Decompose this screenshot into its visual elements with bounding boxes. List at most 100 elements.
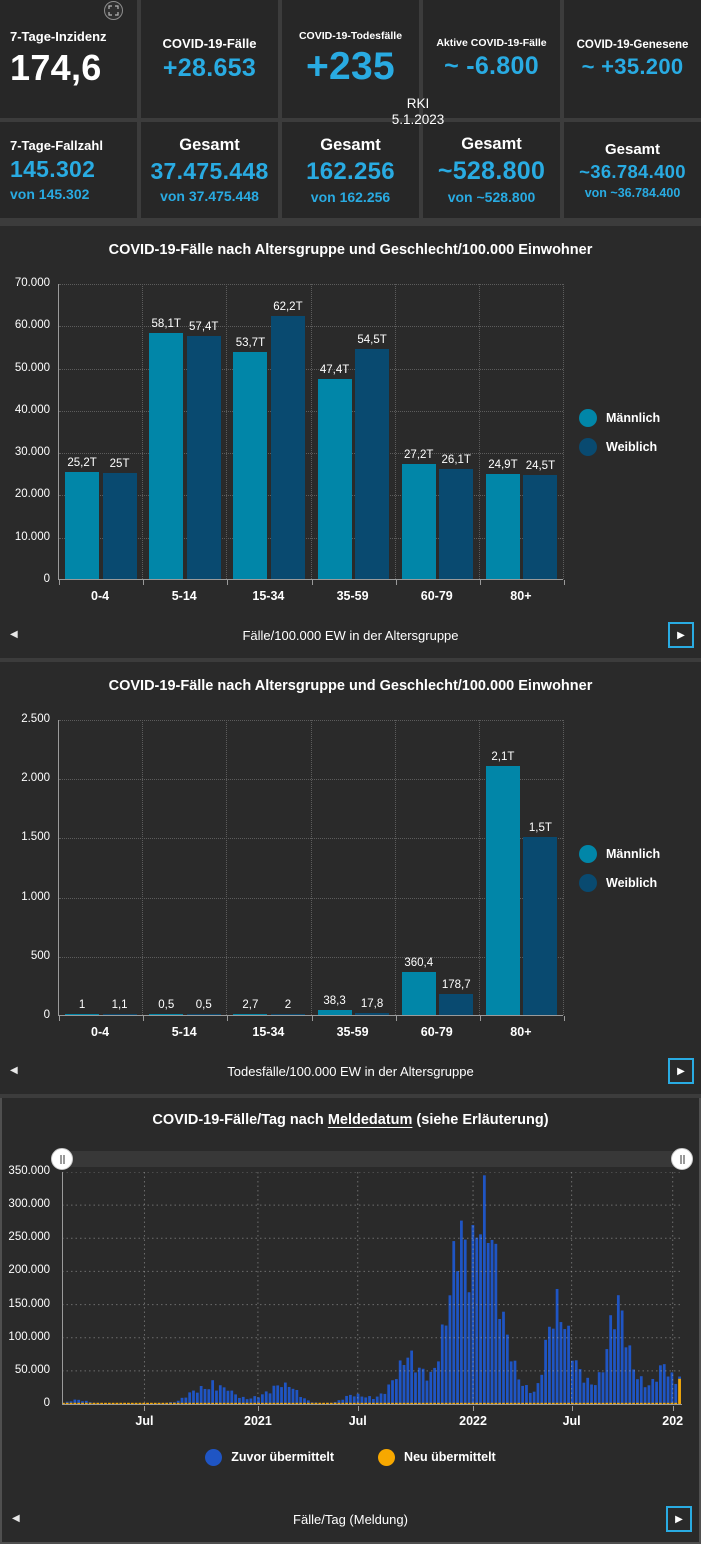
chart-area: 2.500 2.000 1.500 1.000 500 0 1 1,1 0,5 0,5 2,7 2 3… — [0, 713, 701, 1021]
new-cases-bar — [597, 1402, 601, 1404]
y-tick-label: 0 — [43, 1397, 50, 1409]
daily-cases-bar — [486, 1242, 490, 1404]
x-tick-label: 35-59 — [336, 1025, 369, 1039]
next-arrow-button[interactable]: ▶ — [666, 1506, 692, 1532]
new-cases-bar — [280, 1402, 283, 1404]
card-value: 37.475.448 — [150, 158, 269, 184]
bar-weiblich — [270, 1014, 305, 1015]
new-cases-bar — [513, 1402, 517, 1404]
legend-item: Männlich — [579, 844, 701, 863]
y-tick-label: 250.000 — [8, 1231, 50, 1244]
new-cases-bar — [119, 1402, 123, 1404]
new-cases-bar — [104, 1402, 107, 1404]
y-tick-label: 300.000 — [8, 1198, 50, 1211]
daily-cases-bar — [303, 1398, 306, 1404]
card-label: COVID-19-Todesfälle — [298, 29, 403, 42]
next-arrow-button[interactable]: ▶ — [668, 622, 694, 648]
bar-maennlich — [65, 1014, 100, 1015]
new-cases-bar — [364, 1402, 368, 1404]
rki-watermark: RKI 5.1.2023 — [383, 96, 453, 128]
x-tick-mark — [311, 580, 313, 585]
card-value: ~ +35.200 — [581, 53, 684, 79]
v-gridline — [478, 284, 480, 579]
new-cases-bar — [257, 1402, 260, 1404]
new-cases-bar — [567, 1402, 570, 1404]
new-cases-bar — [207, 1402, 211, 1404]
y-tick-label: 20.000 — [14, 488, 50, 501]
time-series-legend: Zuvor übermittelt Neu übermittelt — [2, 1446, 699, 1468]
grip-icon — [59, 1154, 65, 1164]
daily-cases-bar — [620, 1310, 624, 1404]
daily-cases-bar — [379, 1393, 383, 1404]
bar-value-label: 62,2T — [273, 300, 303, 313]
card-subvalue: von ~528.800 — [447, 189, 536, 205]
v-gridline — [142, 284, 144, 579]
x-tick-label: 35-59 — [336, 589, 369, 603]
new-cases-bar — [383, 1402, 387, 1404]
chart-caption: Todesfälle/100.000 EW in der Altersgrupp… — [227, 1064, 474, 1079]
new-cases-bar — [165, 1402, 169, 1404]
new-cases-bar — [352, 1402, 356, 1404]
x-tick-mark — [227, 1016, 229, 1021]
daily-cases-bar — [253, 1396, 257, 1404]
new-cases-bar — [81, 1402, 84, 1404]
bar-maennlich — [233, 351, 268, 579]
daily-cases-bar — [257, 1397, 260, 1404]
daily-cases-bar — [356, 1393, 360, 1404]
new-cases-bar — [337, 1402, 341, 1404]
bar-maennlich — [65, 472, 100, 579]
new-cases-bar — [662, 1402, 666, 1404]
daily-cases-bar — [597, 1372, 601, 1404]
card-label: Gesamt — [179, 136, 240, 154]
new-cases-bar — [283, 1402, 287, 1404]
new-cases-bar — [593, 1402, 597, 1404]
legend-item: Zuvor übermittelt — [205, 1448, 334, 1466]
meldedatum-link[interactable]: Meldedatum — [327, 1112, 413, 1128]
legend-item: Neu übermittelt — [378, 1448, 496, 1466]
bar-weiblich — [186, 1014, 221, 1015]
x-tick-mark — [59, 1016, 60, 1021]
x-tick-label: 2022 — [459, 1414, 487, 1428]
prev-arrow-icon[interactable]: ◀ — [10, 1065, 18, 1076]
daily-cases-bar — [490, 1239, 494, 1404]
daily-cases-bar — [482, 1175, 486, 1404]
new-cases-bar — [245, 1402, 249, 1404]
v-gridline — [310, 720, 312, 1015]
range-slider-handle-right[interactable] — [671, 1148, 693, 1170]
daily-cases-bar — [394, 1379, 398, 1404]
new-cases-bar — [84, 1402, 88, 1404]
legend: Männlich Weiblich — [563, 284, 701, 580]
daily-cases-bar — [555, 1288, 559, 1404]
daily-cases-bar — [410, 1350, 414, 1404]
new-cases-bar — [636, 1402, 639, 1404]
prev-arrow-icon[interactable]: ◀ — [10, 629, 18, 640]
daily-cases-bar — [437, 1361, 440, 1404]
daily-cases-bar — [341, 1399, 345, 1404]
bar-value-label: 53,7T — [235, 336, 266, 349]
daily-cases-bar — [601, 1372, 605, 1404]
new-cases-bar — [69, 1402, 73, 1404]
legend-item: Weiblich — [579, 437, 701, 456]
daily-cases-bar — [180, 1397, 184, 1404]
new-cases-bar — [605, 1402, 609, 1404]
new-cases-bar — [226, 1402, 230, 1404]
daily-cases-bar — [352, 1396, 356, 1404]
bar-value-label: 26,1T — [441, 453, 471, 466]
v-gridline — [394, 720, 396, 1015]
daily-cases-bar — [467, 1292, 471, 1404]
new-cases-bar — [153, 1402, 157, 1404]
expand-icon[interactable] — [104, 1, 123, 20]
chart-area: 70.000 60.000 50.000 40.000 30.000 20.000 10.0… — [0, 277, 701, 585]
new-cases-bar — [421, 1402, 425, 1404]
legend-label: Weiblich — [606, 439, 658, 454]
new-cases-bar — [111, 1402, 115, 1404]
daily-cases-bar — [176, 1400, 180, 1404]
daily-cases-bar — [521, 1385, 525, 1404]
range-slider-handle-left[interactable] — [51, 1148, 73, 1170]
new-cases-bar — [92, 1402, 96, 1404]
prev-arrow-icon[interactable]: ◀ — [12, 1513, 20, 1524]
daily-cases-bar — [639, 1376, 643, 1404]
slider-track[interactable] — [62, 1151, 682, 1167]
legend-swatch — [579, 873, 597, 892]
next-arrow-button[interactable]: ▶ — [668, 1058, 694, 1084]
